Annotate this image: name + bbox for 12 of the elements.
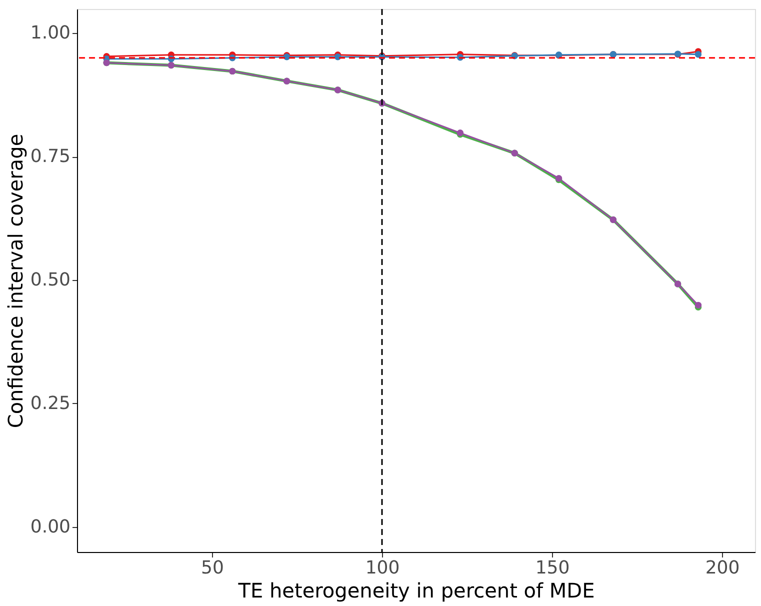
x-tick-label: 100 — [365, 558, 400, 578]
y-axis-title: Confidence interval coverage — [3, 134, 28, 428]
x-tick-label: 150 — [535, 558, 570, 578]
y-tick-label: 0.00 — [30, 516, 70, 538]
x-axis-title: TE heterogeneity in percent of MDE — [237, 578, 595, 602]
x-tick-label: 200 — [705, 558, 740, 578]
x-tick-label: 50 — [201, 558, 224, 578]
y-tick-label: 0.25 — [30, 392, 70, 414]
y-tick-label: 1.00 — [30, 22, 70, 44]
y-tick-label: 0.75 — [30, 146, 70, 168]
point — [694, 51, 702, 58]
y-tick-label: 0.50 — [30, 270, 70, 291]
